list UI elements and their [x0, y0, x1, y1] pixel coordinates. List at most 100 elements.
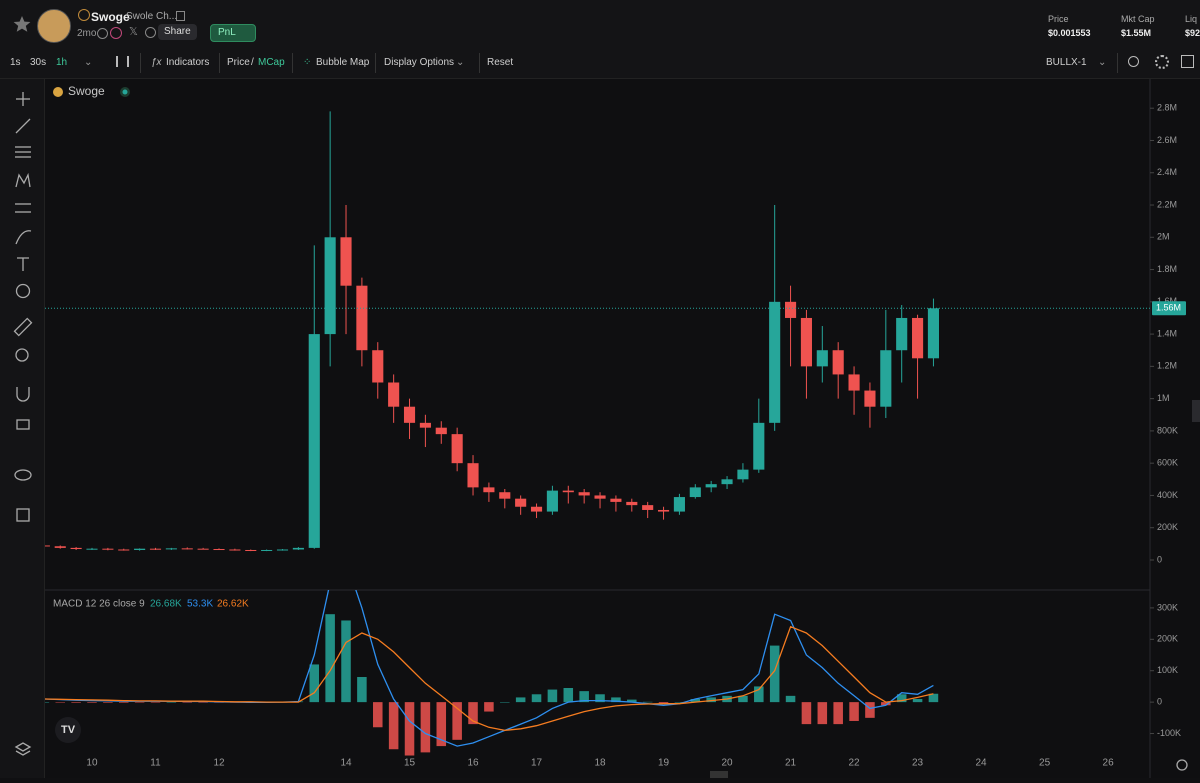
candle-body	[213, 549, 225, 551]
link-icon[interactable]	[110, 27, 122, 39]
histogram-bar	[452, 702, 462, 740]
settings-icon[interactable]	[1155, 55, 1169, 69]
candle-body	[435, 427, 447, 435]
histogram-bar	[706, 697, 716, 703]
settings-icon[interactable]	[1176, 759, 1188, 771]
histogram-bar	[817, 702, 828, 725]
x-icon[interactable]: 𝕏	[129, 26, 138, 38]
legend-value: 53.3K	[187, 599, 213, 610]
x-tick-label: 18	[594, 758, 606, 769]
lock-tool[interactable]	[16, 419, 30, 430]
candle-body	[769, 301, 781, 423]
scroll-handle[interactable]	[710, 771, 728, 778]
pattern-tool[interactable]	[15, 172, 31, 188]
interval-dropdown[interactable]: ⌄	[84, 57, 93, 68]
chart-type-icon[interactable]	[116, 56, 129, 67]
x-tick-label: 23	[912, 758, 924, 769]
last-price-tag	[1152, 301, 1186, 316]
x-tick-label: 24	[976, 758, 988, 769]
candle-body	[721, 479, 733, 485]
candle-body	[499, 492, 511, 499]
bubble-map-button[interactable]: Bubble Map	[316, 57, 370, 68]
price-toggle[interactable]: Price	[227, 57, 250, 68]
reset-button[interactable]: Reset	[487, 57, 514, 68]
mcap-toggle[interactable]: MCap	[258, 57, 285, 68]
share-label: Share	[164, 26, 191, 37]
histogram-bar	[754, 686, 764, 703]
candle-body	[864, 390, 876, 407]
candle-body	[800, 317, 812, 367]
header: Swoge Swole Ch... 2mo 𝕏 Share PnL Price …	[0, 0, 1200, 49]
x-tick-label: 11	[150, 758, 161, 769]
interval-button[interactable]: 30s	[30, 57, 47, 68]
measure-tool[interactable]	[15, 203, 31, 213]
stat-value: $0.001553	[1048, 28, 1091, 38]
indicators-icon[interactable]: ƒx	[151, 57, 162, 68]
histogram-bar	[865, 702, 875, 718]
candle-body	[324, 237, 336, 335]
trendline-tool[interactable]	[15, 118, 31, 134]
bubble-icon[interactable]: ⁘	[303, 57, 312, 68]
visibility-tool[interactable]	[14, 469, 32, 481]
candle-body	[785, 301, 797, 318]
stat-value: $1.55M	[1121, 28, 1152, 38]
x-tick-label: 16	[467, 758, 479, 769]
layers-tool[interactable]	[14, 742, 32, 756]
interval-button[interactable]: 1h	[56, 57, 68, 68]
stat-value: $92	[1185, 28, 1200, 38]
brush-tool[interactable]	[15, 230, 32, 245]
candle-body	[642, 505, 654, 510]
crosshair-tool[interactable]	[16, 92, 30, 106]
expand-handle[interactable]	[1192, 400, 1200, 422]
drawing-tools	[0, 79, 45, 778]
histogram-bar	[341, 620, 351, 703]
search-icon[interactable]	[1128, 56, 1139, 67]
histogram-bar	[690, 698, 701, 703]
histogram-bar	[420, 702, 431, 753]
histogram-bar	[468, 702, 478, 725]
delete-tool[interactable]	[16, 508, 30, 522]
histogram-bar	[71, 702, 81, 703]
histogram-bar	[182, 702, 193, 703]
pnl-button[interactable]: PnL	[210, 24, 256, 42]
interval-button[interactable]: 1s	[10, 57, 21, 68]
emoji-tool[interactable]	[15, 283, 31, 299]
ruler-tool[interactable]	[13, 317, 33, 337]
histogram-bar	[801, 702, 812, 725]
display-options-button[interactable]: Display Options	[384, 57, 455, 68]
zoom-tool[interactable]	[15, 348, 29, 362]
fullscreen-icon[interactable]	[1181, 55, 1194, 68]
display-options-dropdown[interactable]: ⌄	[456, 57, 465, 68]
macd-plot	[45, 590, 939, 756]
magnet-tool[interactable]	[16, 387, 30, 402]
candle-body	[467, 463, 479, 488]
candle-body	[451, 434, 463, 464]
candle-body	[149, 548, 162, 550]
indicators-button[interactable]: Indicators	[166, 57, 210, 68]
histogram-bar	[912, 698, 923, 703]
candle-body	[515, 498, 527, 507]
candle-body	[292, 547, 304, 550]
token-age: 2mo	[77, 28, 97, 39]
histogram-bar	[785, 695, 796, 703]
web-icon[interactable]	[145, 27, 156, 38]
text-tool[interactable]	[17, 257, 29, 271]
y-tick-label: 200K	[1157, 634, 1178, 644]
candle-body	[308, 334, 320, 548]
share-button[interactable]: Share	[158, 24, 197, 40]
fib-tool[interactable]	[15, 146, 31, 158]
layout-selector[interactable]: BULLX-1	[1046, 57, 1087, 68]
link-icon[interactable]	[97, 28, 108, 39]
x-tick-label: 14	[340, 758, 352, 769]
stat-label: Price	[1048, 14, 1069, 24]
y-tick-label: 800K	[1157, 425, 1178, 435]
y-tick-label: 400K	[1157, 490, 1178, 500]
candle-body	[626, 501, 638, 506]
copy-icon[interactable]	[176, 11, 185, 21]
histogram-bar	[118, 702, 129, 703]
histogram-bar	[436, 702, 447, 747]
histogram-bar	[357, 677, 367, 703]
favorite-star[interactable]	[12, 14, 32, 34]
layout-dropdown[interactable]: ⌄	[1098, 57, 1107, 68]
